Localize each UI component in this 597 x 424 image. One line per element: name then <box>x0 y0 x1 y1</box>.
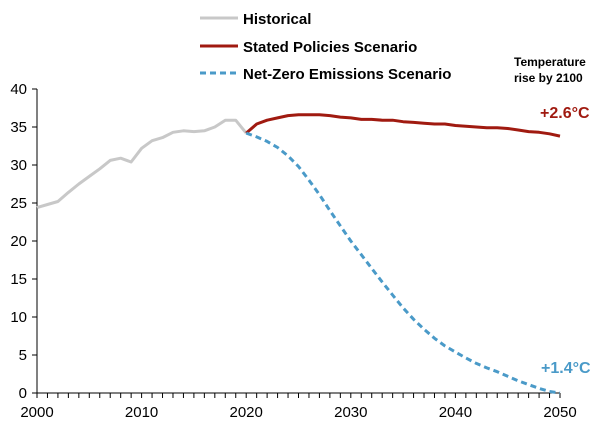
y-tick-label: 20 <box>10 233 27 250</box>
y-tick-label: 35 <box>10 119 27 136</box>
y-tick-label: 10 <box>10 309 27 326</box>
series-line-net-zero <box>245 131 561 395</box>
legend: Historical Stated Policies Scenario Net-… <box>200 11 451 83</box>
y-tick-label: 30 <box>10 157 27 174</box>
y-tick-label: 25 <box>10 195 27 212</box>
series-line-historical <box>36 118 248 210</box>
annotation-heading: Temperature rise by 2100 <box>514 55 586 85</box>
y-tick-label: 15 <box>10 271 27 288</box>
legend-label-historical: Historical <box>243 11 311 28</box>
legend-item-stated-policies: Stated Policies Scenario <box>200 39 417 56</box>
y-tick-label: 5 <box>19 347 27 364</box>
y-tick-label: 0 <box>19 385 27 402</box>
annotation-heading-line1: Temperature <box>514 55 586 69</box>
legend-item-historical: Historical <box>200 11 311 28</box>
annotation-netzero-temp: +1.4°C <box>541 360 591 377</box>
annotation-stated-temp: +2.6°C <box>540 105 590 122</box>
x-tick-label: 2010 <box>125 404 158 421</box>
y-tick-label: 40 <box>10 81 27 98</box>
x-tick-label: 2050 <box>543 404 576 421</box>
x-tick-label: 2020 <box>230 404 263 421</box>
legend-label-net-zero: Net-Zero Emissions Scenario <box>243 66 451 83</box>
axes: 0 5 10 15 20 25 30 35 40 2000 2010 2020 2030 2040 2050 <box>10 81 576 421</box>
legend-item-net-zero: Net-Zero Emissions Scenario <box>200 66 451 83</box>
x-tick-label: 2030 <box>334 404 367 421</box>
legend-label-stated-policies: Stated Policies Scenario <box>243 39 417 56</box>
series-line-stated-policies <box>245 113 561 138</box>
annotation-heading-line2: rise by 2100 <box>514 71 583 85</box>
series-layer <box>36 113 561 395</box>
x-tick-label: 2040 <box>439 404 472 421</box>
x-tick-label: 2000 <box>20 404 53 421</box>
